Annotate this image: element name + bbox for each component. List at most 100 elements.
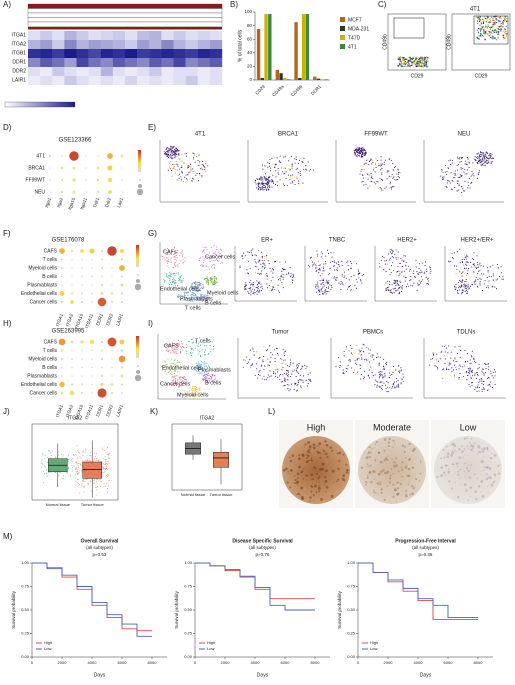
flow-event bbox=[480, 22, 482, 24]
cell bbox=[261, 287, 263, 289]
sample-point bbox=[93, 478, 95, 480]
heat-cell bbox=[40, 76, 53, 85]
cell bbox=[178, 376, 180, 378]
cell bbox=[174, 351, 176, 353]
cluster-label: Cancer cells bbox=[160, 381, 191, 387]
cell bbox=[194, 161, 196, 163]
cell bbox=[209, 378, 211, 380]
cell bbox=[482, 157, 484, 159]
ihc-texture bbox=[405, 494, 408, 498]
ihc-texture bbox=[379, 481, 382, 483]
flow-event bbox=[406, 65, 408, 67]
bar bbox=[305, 14, 309, 80]
dot bbox=[81, 258, 83, 261]
ihc-texture bbox=[383, 498, 386, 501]
cell bbox=[284, 359, 287, 361]
cell bbox=[398, 370, 400, 372]
gate bbox=[393, 17, 425, 39]
cell bbox=[246, 269, 248, 271]
cell bbox=[181, 347, 183, 349]
cell bbox=[163, 360, 165, 362]
cell bbox=[295, 158, 297, 160]
cell bbox=[472, 172, 474, 175]
cell bbox=[208, 252, 210, 254]
cell bbox=[167, 149, 169, 151]
dot bbox=[71, 349, 73, 352]
dot bbox=[91, 292, 93, 295]
legend-swatch bbox=[340, 26, 345, 31]
dot bbox=[111, 267, 113, 269]
cell bbox=[465, 258, 468, 260]
cell bbox=[192, 293, 194, 295]
cell bbox=[182, 376, 184, 378]
dot bbox=[71, 375, 73, 377]
size-key bbox=[136, 370, 140, 374]
x-tick-label: 0 bbox=[357, 660, 360, 665]
cell bbox=[269, 170, 271, 172]
cell bbox=[173, 267, 175, 269]
cell bbox=[162, 367, 165, 369]
panel-label: H) bbox=[3, 319, 12, 328]
cell bbox=[456, 361, 458, 363]
ihc-texture bbox=[401, 444, 405, 447]
heat-cell bbox=[76, 31, 89, 40]
flow-event bbox=[485, 18, 487, 20]
ihc-texture bbox=[333, 481, 335, 483]
sample-point bbox=[76, 469, 78, 471]
cell bbox=[186, 179, 189, 181]
cell bbox=[173, 372, 176, 375]
bar bbox=[301, 14, 306, 80]
flow-event bbox=[422, 66, 424, 68]
cell bbox=[241, 255, 243, 257]
cell bbox=[183, 379, 185, 381]
flow-event bbox=[419, 57, 422, 59]
cell bbox=[444, 171, 446, 173]
col-label: DDR1 bbox=[95, 313, 104, 327]
cell bbox=[175, 351, 177, 353]
cell bbox=[356, 155, 358, 157]
cell bbox=[206, 299, 208, 301]
cell bbox=[169, 146, 172, 148]
flow-event bbox=[419, 65, 421, 67]
cell bbox=[381, 255, 383, 257]
flow-event bbox=[503, 38, 505, 40]
cell bbox=[358, 148, 361, 150]
heat-cell bbox=[161, 40, 174, 49]
cell bbox=[390, 175, 392, 178]
cell bbox=[367, 178, 369, 180]
cell bbox=[390, 289, 392, 291]
cell bbox=[450, 172, 452, 174]
cell bbox=[361, 181, 363, 183]
cell bbox=[214, 276, 216, 278]
cell bbox=[380, 164, 382, 166]
cell bbox=[166, 148, 168, 150]
flow-event bbox=[399, 59, 401, 61]
ihc-texture bbox=[392, 495, 395, 498]
flow-event bbox=[489, 28, 492, 30]
dot bbox=[61, 155, 63, 157]
cell bbox=[406, 286, 408, 288]
flow-event bbox=[410, 64, 412, 67]
cell bbox=[172, 284, 174, 286]
cell bbox=[202, 361, 204, 364]
cell bbox=[256, 284, 258, 286]
cell bbox=[176, 252, 178, 254]
cell bbox=[256, 351, 258, 353]
cell bbox=[204, 374, 206, 376]
cell bbox=[459, 364, 461, 366]
cell bbox=[173, 256, 175, 258]
cell bbox=[168, 250, 170, 252]
cell bbox=[401, 285, 404, 287]
ihc-texture bbox=[440, 466, 443, 469]
cell bbox=[391, 252, 393, 254]
cell bbox=[221, 254, 223, 256]
cell bbox=[187, 292, 189, 294]
flow-event bbox=[491, 26, 493, 29]
cell bbox=[457, 156, 459, 158]
cell bbox=[468, 161, 470, 163]
cell bbox=[494, 375, 496, 377]
cell bbox=[418, 263, 420, 265]
ihc-texture bbox=[458, 448, 461, 451]
cell bbox=[172, 151, 174, 153]
dot bbox=[96, 178, 100, 182]
